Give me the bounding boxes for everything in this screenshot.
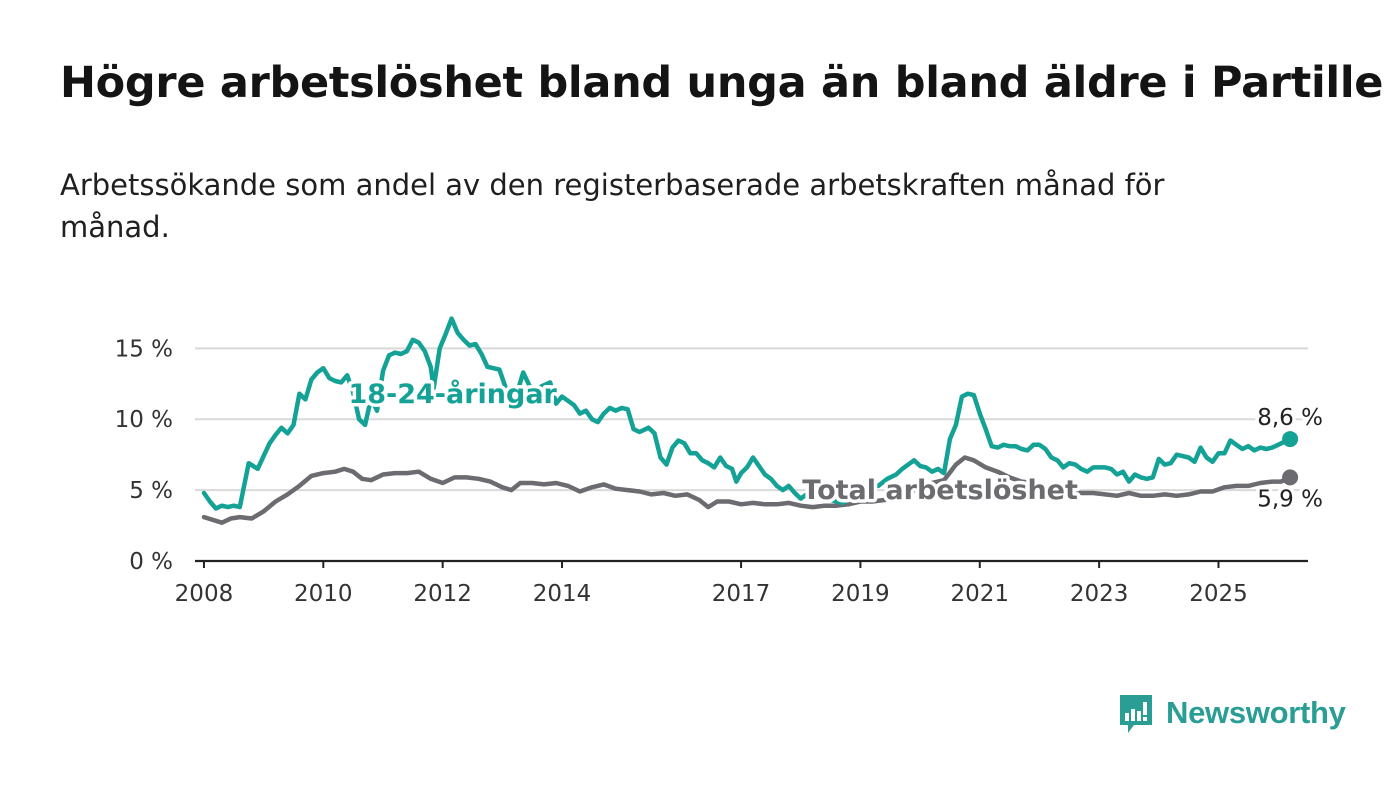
end-label-total-halo: 5,9 % <box>1257 486 1323 512</box>
end-label-youth: 8,6 % <box>1257 405 1323 431</box>
page-subtitle: Arbetssökande som andel av den registerb… <box>60 168 1165 244</box>
x-tick-label: 2019 <box>831 581 890 607</box>
series-endpoint-total <box>1282 469 1299 486</box>
series-lines <box>201 316 1299 525</box>
gridlines <box>195 347 1308 563</box>
y-tick-label: 0 % <box>129 549 173 575</box>
series-label-youth-halo: 18-24-åringar <box>348 378 557 410</box>
brand-name: Newsworthy <box>1166 695 1346 730</box>
x-tick-label: 2021 <box>950 581 1009 607</box>
y-tick-label: 10 % <box>115 407 173 433</box>
x-tick-label: 2017 <box>712 581 771 607</box>
series-line-total <box>201 455 1293 525</box>
x-tick-label: 2023 <box>1070 581 1129 607</box>
newsworthy-logo[interactable]: Newsworthy <box>1118 690 1346 736</box>
page-title: Högre arbetslöshet bland unga än bland ä… <box>60 58 1384 108</box>
x-tick-label: 2010 <box>294 581 353 607</box>
end-label-total: 5,9 % <box>1257 486 1323 512</box>
end-label-youth-halo: 8,6 % <box>1257 405 1323 431</box>
x-tick-label: 2012 <box>413 581 472 607</box>
series-line-youth <box>201 316 1293 511</box>
series-label-total-halo: Total arbetslöshet <box>802 475 1078 506</box>
x-tick-label: 2008 <box>175 581 234 607</box>
x-axis-tick-labels: 2008 2010 2012 2014 2017 2019 2021 2023 2025 <box>175 561 1248 607</box>
series-endpoint-youth <box>1282 431 1299 448</box>
chart-bubble-icon <box>1118 693 1154 733</box>
x-tick-label: 2025 <box>1189 581 1248 607</box>
series-label-youth: 18-24-åringar <box>348 378 557 410</box>
x-tick-label: 2014 <box>533 581 592 607</box>
y-axis-tick-labels: 0 % 5 % 10 % 15 % <box>115 336 173 575</box>
series-label-total: Total arbetslöshet <box>802 475 1078 506</box>
y-tick-label: 5 % <box>129 478 173 504</box>
y-tick-label: 15 % <box>115 336 173 362</box>
